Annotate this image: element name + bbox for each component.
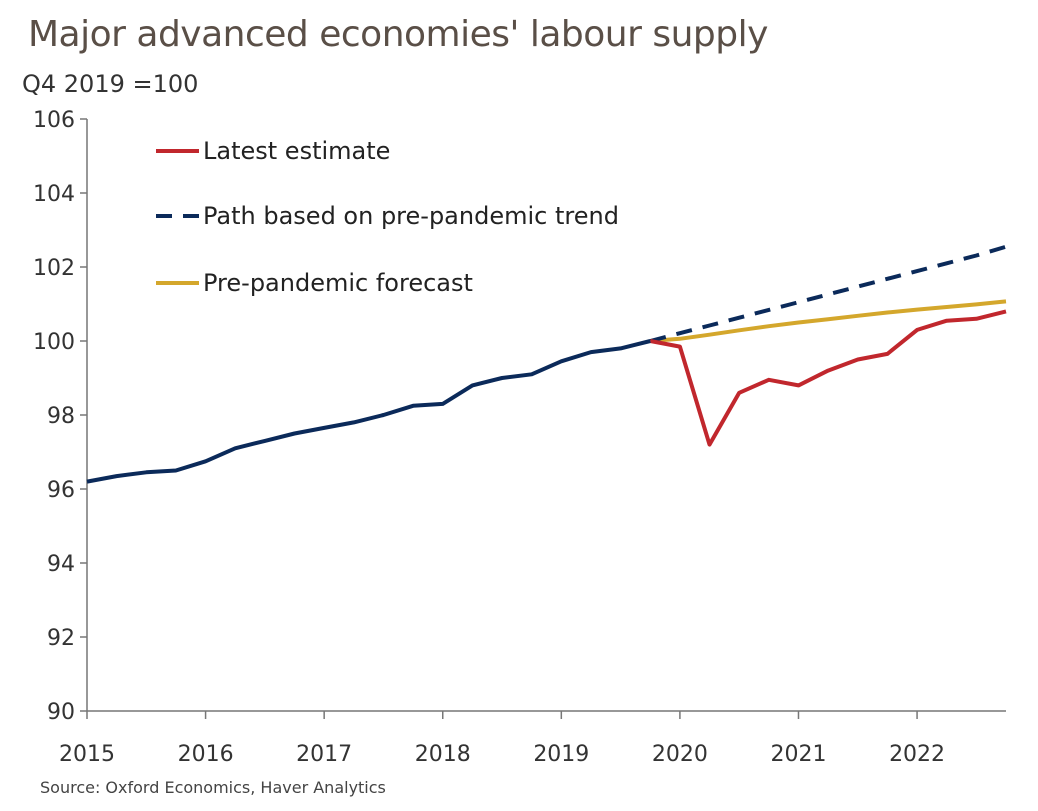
x-tick-label: 2020 (652, 742, 708, 767)
y-tick-label: 100 (33, 330, 75, 355)
x-tick-label: 2015 (59, 742, 115, 767)
series-latest-estimate-post-pandemic (649, 309, 1007, 447)
y-tick-label: 104 (33, 182, 75, 207)
y-tick-label: 90 (47, 700, 75, 725)
y-tick-label: 92 (47, 626, 75, 651)
series-layer (86, 244, 1007, 484)
series-latest-estimate-historical (86, 339, 651, 484)
x-tick-label: 2022 (889, 742, 945, 767)
y-tick-label: 98 (47, 404, 75, 429)
y-tick-label: 96 (47, 478, 75, 503)
legend-label: Pre-pandemic forecast (203, 269, 473, 297)
series-pre-pandemic-forecast (650, 299, 1007, 343)
chart-title: Major advanced economies' labour supply (28, 14, 768, 55)
axes: 90 92 94 96 98 100 102 104 106 2015 2016 2017 2018 20… (33, 108, 1006, 767)
x-tick-label: 2018 (415, 742, 471, 767)
y-tick-label: 102 (33, 256, 75, 281)
x-tick-label: 2019 (533, 742, 589, 767)
y-tick-label: 106 (33, 108, 75, 133)
x-tick-label: 2017 (296, 742, 352, 767)
y-tick-label: 94 (47, 552, 75, 577)
legend: Latest estimate Path based on pre-pandemi… (156, 137, 619, 297)
legend-label: Path based on pre-pandemic trend (203, 202, 619, 230)
legend-label: Latest estimate (203, 137, 390, 165)
x-tick-label: 2016 (178, 742, 234, 767)
x-tick-label: 2021 (770, 742, 826, 767)
y-axis-unit-label: Q4 2019 =100 (22, 70, 199, 98)
series-pre-pandemic-trend (649, 244, 1007, 343)
source-note: Source: Oxford Economics, Haver Analytic… (40, 778, 386, 797)
